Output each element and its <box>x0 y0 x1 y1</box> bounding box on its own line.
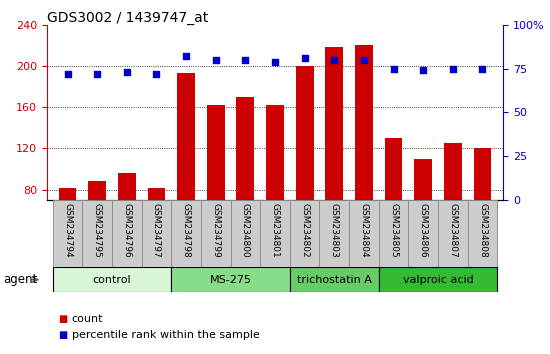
Text: percentile rank within the sample: percentile rank within the sample <box>72 330 260 339</box>
Text: GSM234798: GSM234798 <box>182 203 190 258</box>
Text: GSM234802: GSM234802 <box>300 203 309 258</box>
Text: GSM234807: GSM234807 <box>448 203 458 258</box>
Text: GSM234800: GSM234800 <box>241 203 250 258</box>
Point <box>63 71 72 77</box>
Point <box>419 68 427 73</box>
Point <box>389 66 398 72</box>
Text: count: count <box>72 314 103 324</box>
Text: GDS3002 / 1439747_at: GDS3002 / 1439747_at <box>47 11 208 25</box>
Bar <box>236 97 254 272</box>
Bar <box>384 138 403 272</box>
Bar <box>468 200 497 267</box>
Bar <box>171 200 201 267</box>
Text: valproic acid: valproic acid <box>403 275 474 285</box>
Text: GSM234794: GSM234794 <box>63 203 72 258</box>
Point <box>448 66 457 72</box>
Bar <box>260 200 290 267</box>
Bar <box>414 159 432 272</box>
Bar <box>290 267 379 292</box>
Bar <box>349 200 379 267</box>
Bar <box>171 267 290 292</box>
Text: GSM234801: GSM234801 <box>271 203 279 258</box>
Text: GSM234806: GSM234806 <box>419 203 428 258</box>
Text: trichostatin A: trichostatin A <box>297 275 372 285</box>
Bar <box>409 200 438 267</box>
Text: ■: ■ <box>58 330 67 339</box>
Text: GSM234803: GSM234803 <box>330 203 339 258</box>
Text: GSM234795: GSM234795 <box>92 203 102 258</box>
Bar <box>355 45 373 272</box>
Point <box>478 66 487 72</box>
Bar <box>201 200 230 267</box>
Point <box>330 57 339 63</box>
Text: GSM234796: GSM234796 <box>122 203 131 258</box>
Bar <box>438 200 468 267</box>
Bar <box>141 200 171 267</box>
Point <box>300 55 309 61</box>
Point <box>271 59 279 64</box>
Bar <box>290 200 320 267</box>
Bar <box>444 143 462 272</box>
Point <box>152 71 161 77</box>
Bar <box>379 200 409 267</box>
Bar <box>59 188 76 272</box>
Text: GSM234804: GSM234804 <box>360 203 368 258</box>
Bar <box>320 200 349 267</box>
Point <box>360 57 368 63</box>
Point <box>123 69 131 75</box>
Text: GSM234797: GSM234797 <box>152 203 161 258</box>
Bar <box>118 173 136 272</box>
Text: MS-275: MS-275 <box>210 275 251 285</box>
Bar <box>112 200 141 267</box>
Bar <box>266 105 284 272</box>
Point <box>241 57 250 63</box>
Bar <box>88 182 106 272</box>
Bar <box>53 267 171 292</box>
Bar <box>177 73 195 272</box>
Bar <box>53 200 82 267</box>
Bar <box>207 105 224 272</box>
Text: GSM234805: GSM234805 <box>389 203 398 258</box>
Bar <box>230 200 260 267</box>
Point <box>211 57 220 63</box>
Text: control: control <box>92 275 131 285</box>
Text: GSM234799: GSM234799 <box>211 203 220 258</box>
Bar <box>147 188 166 272</box>
Point <box>93 71 102 77</box>
Bar <box>296 66 314 272</box>
Bar <box>82 200 112 267</box>
Text: agent: agent <box>3 273 37 286</box>
Bar <box>326 47 343 272</box>
Bar <box>474 148 491 272</box>
Text: GSM234808: GSM234808 <box>478 203 487 258</box>
Bar <box>379 267 497 292</box>
Point <box>182 53 190 59</box>
Text: ■: ■ <box>58 314 67 324</box>
